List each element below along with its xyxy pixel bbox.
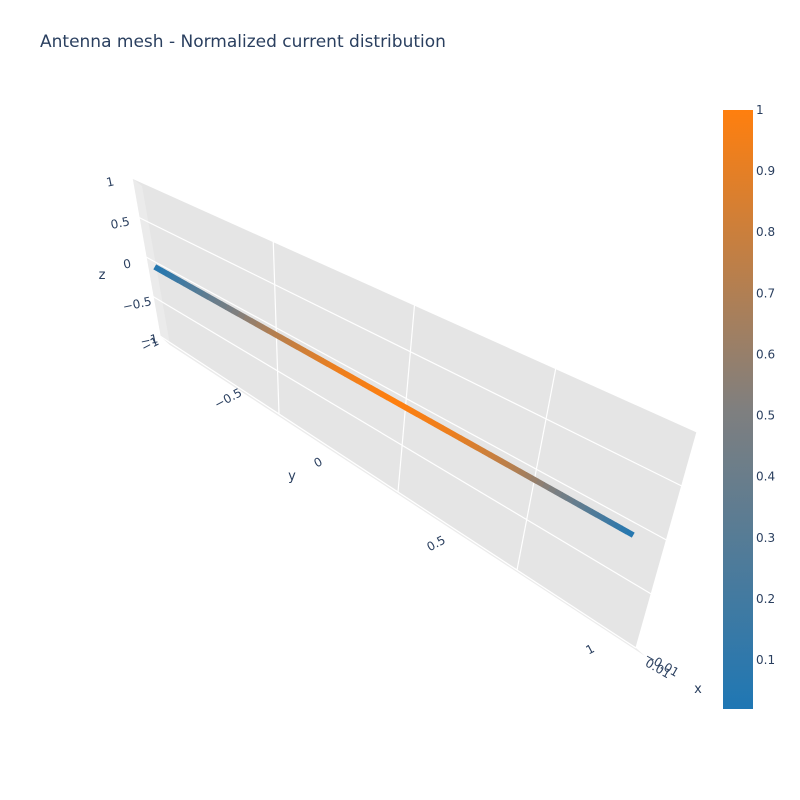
z-tick-label: 0.5 (109, 214, 131, 232)
colorbar-tick-label: 0.9 (756, 164, 775, 178)
box-edge (635, 431, 698, 649)
y-tick-label: 1 (583, 641, 596, 657)
grid-line-z (152, 295, 652, 595)
z-tick-label: −0.5 (121, 294, 152, 314)
y-tick-label: 0.5 (424, 533, 447, 554)
colorbar-tick-label: 0.8 (756, 225, 775, 239)
z-tick-label: 1 (105, 174, 115, 189)
colorbar-tick-label: 1 (756, 103, 764, 117)
colorbar-gradient (723, 110, 753, 709)
mesh-segment (625, 528, 635, 538)
z-axis-title: z (99, 268, 106, 283)
side-wall (132, 178, 170, 345)
colorbar-tick-label: 0.1 (756, 653, 775, 667)
z-tick-label: −1 (139, 331, 159, 348)
box-edge (131, 177, 161, 337)
colorbar-tick-label: 0.4 (756, 470, 775, 484)
chart-title: Antenna mesh - Normalized current distri… (40, 32, 446, 52)
box-edge (159, 335, 637, 649)
colorbar-tick-label: 0.3 (756, 531, 775, 545)
y-axis-title: y (288, 469, 296, 484)
colorbar-tick-label: 0.2 (756, 592, 775, 606)
colorbar-tick-label: 0.7 (756, 286, 775, 300)
x-axis-title: x (694, 682, 702, 697)
y-tick-label: −0.5 (212, 385, 244, 411)
y-tick-label: 0 (311, 454, 324, 470)
grid-line-z (145, 256, 667, 541)
z-tick-label: 0 (122, 256, 132, 271)
3d-scene[interactable]: 10.50−0.5−1z−0.500.51−1y−0.010.01x (99, 174, 703, 697)
grid-line-z (138, 216, 683, 487)
colorbar: 0.1 0.2 0.3 0.4 0.5 0.6 0.7 0.8 0.9 1 (723, 103, 775, 709)
box-edge (131, 177, 698, 433)
colorbar-tick-label: 0.6 (756, 347, 775, 361)
colorbar-tick-label: 0.5 (756, 409, 775, 423)
